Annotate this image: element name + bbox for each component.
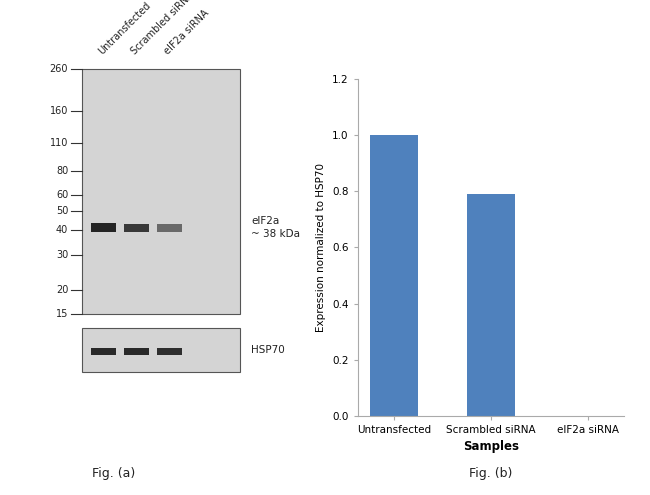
X-axis label: Samples: Samples [463,441,519,453]
Text: 260: 260 [50,64,68,74]
Text: 50: 50 [56,206,68,216]
Text: 60: 60 [56,190,68,200]
Text: 40: 40 [56,225,68,235]
Text: 15: 15 [56,309,68,319]
Text: 80: 80 [56,165,68,176]
Bar [157,348,181,355]
Text: 30: 30 [56,250,68,260]
Bar [467,194,515,416]
Text: 160: 160 [50,106,68,116]
Text: Fig. (b): Fig. (b) [469,467,512,480]
Bar [157,224,181,232]
Text: eIF2a siRNA: eIF2a siRNA [162,7,211,56]
Text: eIF2a
~ 38 kDa: eIF2a ~ 38 kDa [251,216,300,239]
Bar [82,69,240,314]
Bar [124,224,149,232]
Text: Scrambled siRNA: Scrambled siRNA [129,0,196,56]
Text: 20: 20 [56,285,68,295]
Bar [92,223,116,232]
Text: 110: 110 [50,138,68,148]
Y-axis label: Expression normalized to HSP70: Expression normalized to HSP70 [317,163,326,332]
Text: HSP70: HSP70 [251,345,285,355]
Text: Untransfected: Untransfected [97,0,153,56]
Text: Fig. (a): Fig. (a) [92,467,135,480]
Bar [370,135,418,416]
Bar [124,348,149,355]
Bar [82,328,240,372]
Bar [92,348,116,355]
